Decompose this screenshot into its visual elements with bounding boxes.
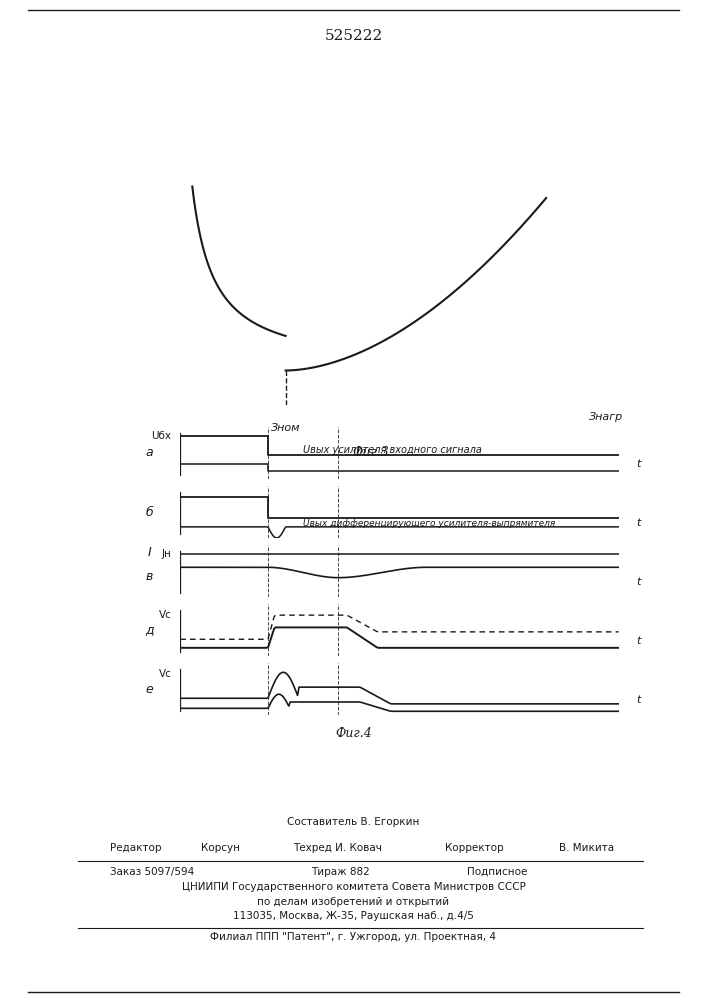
- Text: ЦНИИПИ Государственного комитета Совета Министров СССР: ЦНИИПИ Государственного комитета Совета …: [182, 882, 525, 892]
- Text: 113035, Москва, Ж-35, Раушская наб., д.4/5: 113035, Москва, Ж-35, Раушская наб., д.4…: [233, 911, 474, 921]
- Text: по делам изобретений и открытий: по делам изобретений и открытий: [257, 897, 450, 907]
- Text: б: б: [146, 506, 153, 518]
- Text: Техред И. Ковач: Техред И. Ковач: [293, 843, 382, 853]
- Text: Тираж 882: Тираж 882: [311, 867, 370, 877]
- Text: t: t: [636, 577, 641, 587]
- Text: Uбх: Uбх: [151, 431, 172, 441]
- Text: Филиал ППП "Патент", г. Ужгород, ул. Проектная, 4: Филиал ППП "Патент", г. Ужгород, ул. Про…: [211, 932, 496, 942]
- Text: Корректор: Корректор: [445, 843, 504, 853]
- Text: в: в: [146, 570, 153, 583]
- Text: Uвых дифференцирующего усилителя-выпрямителя: Uвых дифференцирующего усилителя-выпрями…: [303, 519, 555, 528]
- Text: Подписное: Подписное: [467, 867, 527, 877]
- Text: I: I: [148, 546, 151, 559]
- Text: д: д: [146, 624, 154, 637]
- Text: t: t: [636, 518, 641, 528]
- Text: Корсун: Корсун: [201, 843, 240, 853]
- Text: Фиг.3: Фиг.3: [353, 446, 390, 459]
- Text: В. Микита: В. Микита: [559, 843, 614, 853]
- Text: Jн: Jн: [162, 549, 172, 559]
- Text: Знагр: Знагр: [589, 412, 623, 422]
- Text: Редактор: Редактор: [110, 843, 161, 853]
- Text: Фиг.4: Фиг.4: [335, 727, 372, 740]
- Text: Vс: Vс: [158, 610, 172, 620]
- Text: е: е: [146, 683, 153, 696]
- Text: 525222: 525222: [325, 29, 382, 43]
- Text: t: t: [636, 636, 641, 646]
- Text: а: а: [146, 446, 153, 460]
- Text: Зном: Зном: [271, 423, 300, 433]
- Text: Заказ 5097/594: Заказ 5097/594: [110, 867, 194, 877]
- Text: Uвых усилителя входного сигнала: Uвых усилителя входного сигнала: [303, 445, 482, 455]
- Text: Составитель В. Егоркин: Составитель В. Егоркин: [287, 817, 420, 827]
- Text: t: t: [636, 459, 641, 469]
- Text: t: t: [636, 695, 641, 705]
- Text: Vс: Vс: [158, 669, 172, 679]
